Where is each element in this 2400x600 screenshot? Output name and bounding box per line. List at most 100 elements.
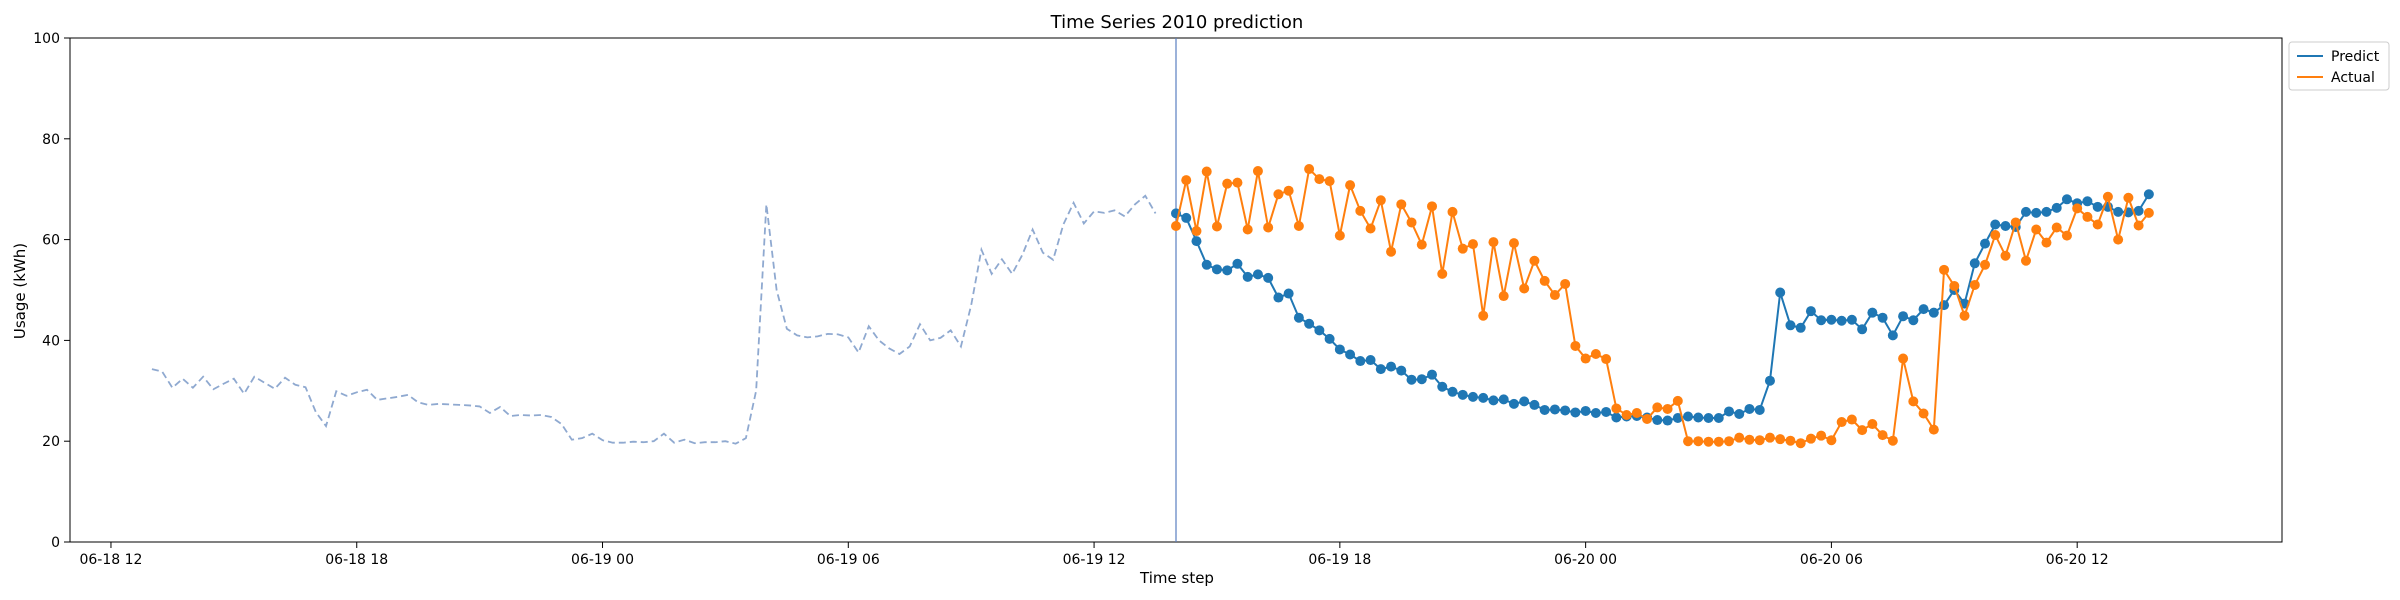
predict-point (1529, 399, 1540, 410)
actual-point (1621, 409, 1632, 420)
predict-point (1918, 304, 1929, 315)
actual-point (1211, 221, 1222, 232)
actual-point (1857, 425, 1868, 436)
actual-point (1181, 175, 1192, 186)
actual-point (1754, 435, 1765, 446)
actual-point (1939, 264, 1950, 275)
predict-point (1990, 219, 2001, 230)
x-tick-label: 06-18 18 (325, 552, 388, 568)
actual-point (1427, 201, 1438, 212)
actual-point (1744, 434, 1755, 445)
x-tick-label: 06-18 12 (79, 552, 142, 568)
actual-point (1560, 278, 1571, 289)
actual-point (1355, 205, 1366, 216)
predict-point (1437, 381, 1448, 392)
predict-point (1467, 391, 1478, 402)
actual-point (1990, 230, 2001, 241)
predict-point (1222, 265, 1233, 276)
actual-point (1826, 435, 1837, 446)
actual-point (1478, 310, 1489, 321)
predict-point (1519, 396, 1530, 407)
predict-point (1785, 320, 1796, 331)
predict-point (1928, 307, 1939, 318)
predict-point (1795, 322, 1806, 333)
predict-point (1416, 374, 1427, 385)
actual-point (1683, 436, 1694, 447)
actual-point (1969, 279, 1980, 290)
actual-point (1324, 176, 1335, 187)
actual-point (1703, 436, 1714, 447)
actual-point (1396, 199, 1407, 210)
predict-point (1662, 415, 1673, 426)
actual-point (1345, 180, 1356, 191)
actual-point (1263, 222, 1274, 233)
predict-point (2082, 196, 2093, 207)
x-tick-label: 06-19 00 (571, 552, 634, 568)
actual-point (1437, 268, 1448, 279)
actual-line (1175, 166, 2150, 445)
predict-point (1846, 314, 1857, 325)
actual-point (1314, 174, 1325, 185)
predict-point (1877, 312, 1888, 323)
actual-point (1816, 430, 1827, 441)
actual-point (1734, 432, 1745, 443)
actual-point (1590, 349, 1601, 360)
x-tick-label: 06-20 12 (2046, 552, 2109, 568)
predict-point (1406, 374, 1417, 385)
predict-point (1980, 238, 1991, 249)
predict-point (2020, 206, 2031, 217)
actual-point (2123, 192, 2134, 203)
actual-point (1508, 238, 1519, 249)
predict-point (1181, 212, 1192, 223)
actual-point (1529, 255, 1540, 266)
actual-point (1232, 177, 1243, 188)
actual-point (2102, 191, 2113, 202)
predict-point (1355, 356, 1366, 367)
actual-point (2092, 219, 2103, 230)
actual-point (1959, 310, 1970, 321)
predict-point (1816, 315, 1827, 326)
predict-point (1478, 392, 1489, 403)
predict-point (2000, 220, 2011, 231)
actual-point (1908, 396, 1919, 407)
x-tick-label: 06-19 06 (817, 552, 880, 568)
actual-point (1775, 434, 1786, 445)
predict-point (2143, 189, 2154, 200)
predict-point (1744, 403, 1755, 414)
legend-actual-label: Actual (2331, 70, 2375, 86)
actual-point (2051, 222, 2062, 233)
predict-point (1273, 292, 1284, 303)
predict-point (1488, 395, 1499, 406)
y-tick-label: 20 (42, 434, 60, 450)
predict-point (2031, 207, 2042, 218)
predict-point (1365, 355, 1376, 366)
actual-point (2041, 237, 2052, 248)
actual-point (1652, 402, 1663, 413)
actual-point (1447, 206, 1458, 217)
predict-point (1396, 365, 1407, 376)
y-tick-label: 100 (33, 31, 60, 47)
predict-point (2041, 206, 2052, 217)
actual-point (1580, 353, 1591, 364)
actual-point (1887, 435, 1898, 446)
actual-point (1805, 433, 1816, 444)
predict-point (1887, 330, 1898, 341)
predict-point (1334, 344, 1345, 355)
actual-point (1898, 353, 1909, 364)
predict-point (1601, 406, 1612, 417)
predict-point (1652, 415, 1663, 426)
actual-point (2020, 255, 2031, 266)
predict-point (1386, 361, 1397, 372)
predict-point (1242, 271, 1253, 282)
predict-point (1867, 307, 1878, 318)
actual-point (1877, 430, 1888, 441)
actual-point (1191, 226, 1202, 237)
x-axis-label: Time step (1139, 569, 1214, 587)
predict-point (1324, 333, 1335, 344)
actual-point (1252, 166, 1263, 177)
actual-point (2010, 217, 2021, 228)
actual-point (2143, 207, 2154, 218)
predict-point (1836, 315, 1847, 326)
actual-point (1519, 283, 1530, 294)
actual-point (1222, 178, 1233, 189)
